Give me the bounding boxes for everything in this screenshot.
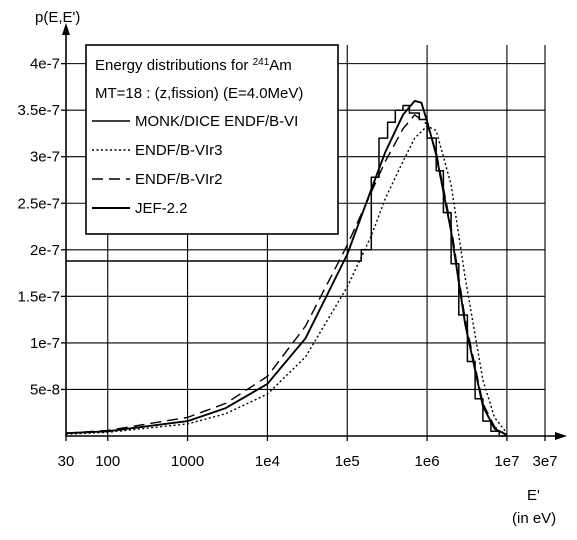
y-tick-label: 4e-7 (30, 56, 60, 73)
y-tick-label: 5e-8 (30, 381, 60, 398)
x-tick-label: 3e7 (532, 453, 557, 470)
y-axis-arrow (62, 23, 70, 35)
legend: Energy distributions for 241Am MT=18 : (… (85, 44, 339, 235)
x-tick-label: 1e4 (255, 453, 280, 470)
tick-labels: 30 100 1000 1e4 1e5 1e6 1e7 3e7 5e-8 1e-7 1.5e-7 2e… (17, 56, 557, 470)
x-tick-label: 1e7 (494, 453, 519, 470)
legend-label: JEF-2.2 (135, 200, 188, 217)
y-axis-label: p(E,E') (35, 9, 80, 26)
x-tick-label: 1e6 (415, 453, 440, 470)
chart-subtitle: MT=18 : (z,fission) (E=4.0MeV) (95, 85, 303, 102)
y-tick-label: 1.5e-7 (17, 288, 60, 305)
chart-title-mass-number: 241 (253, 57, 270, 68)
chart-title: Energy distributions for 241Am (95, 57, 292, 74)
x-tick-label: 100 (95, 453, 120, 470)
x-axis-label: E' (527, 487, 540, 504)
y-tick-label: 3e-7 (30, 149, 60, 166)
y-tick-label: 3.5e-7 (17, 102, 60, 119)
legend-label: ENDF/B-VIr3 (135, 142, 223, 159)
chart-title-element: Am (269, 57, 292, 74)
y-tick-label: 2e-7 (30, 242, 60, 259)
x-axis-unit: (in eV) (512, 510, 556, 527)
legend-entries: MONK/DICE ENDF/B-VI ENDF/B-VIr3 ENDF/B-VIr… (92, 113, 298, 217)
x-tick-label: 1000 (171, 453, 204, 470)
legend-box (85, 44, 339, 235)
y-tick-label: 1e-7 (30, 335, 60, 352)
x-tick-label: 1e5 (335, 453, 360, 470)
chart-title-prefix: Energy distributions for (95, 57, 253, 74)
y-tick-label: 2.5e-7 (17, 195, 60, 212)
legend-label: MONK/DICE ENDF/B-VI (135, 113, 298, 130)
series-line-4 (65, 99, 508, 436)
x-tick-label: 30 (58, 453, 75, 470)
axes (61, 23, 567, 441)
legend-label: ENDF/B-VIr2 (135, 171, 223, 188)
series-line-3 (65, 114, 508, 436)
x-axis-arrow (555, 432, 567, 440)
series-line-2 (65, 125, 508, 435)
series-lines (65, 99, 508, 437)
